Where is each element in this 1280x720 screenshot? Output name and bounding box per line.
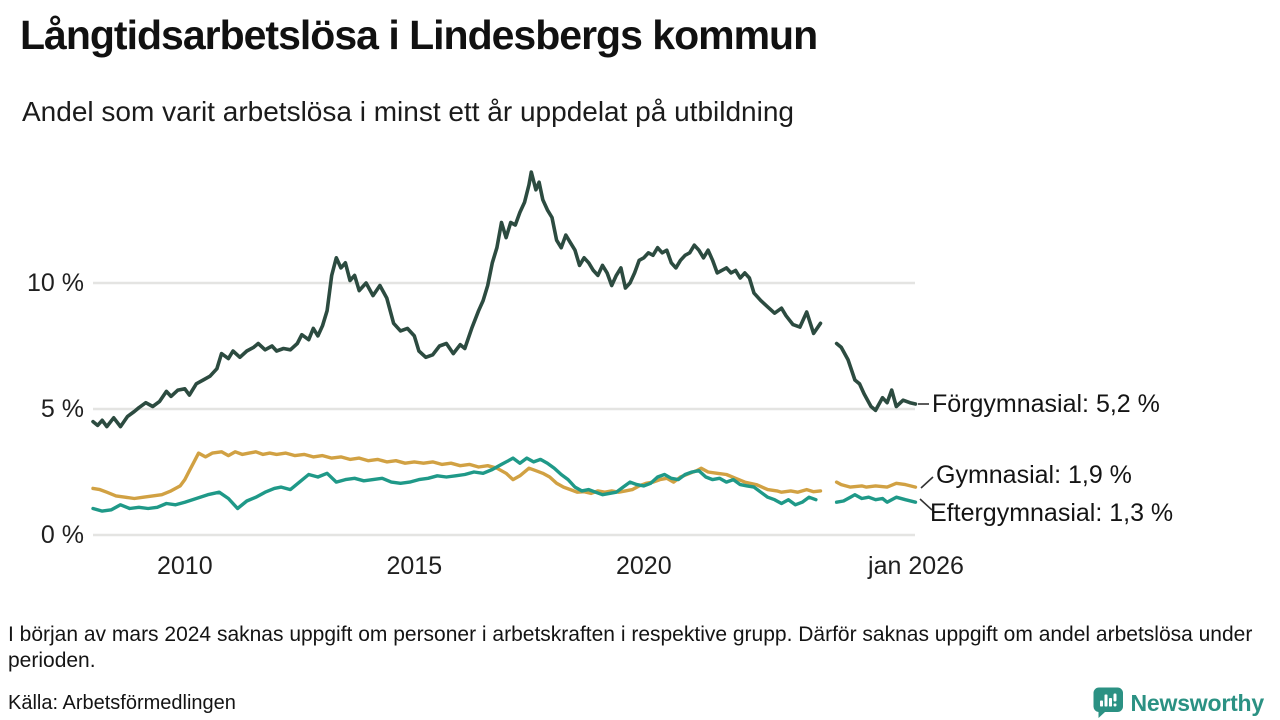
y-axis-tick-10: 10 % [27,269,84,297]
newsworthy-logo-text: Newsworthy [1130,689,1265,716]
line-gymnasial [834,480,918,489]
line-förgymnasial [91,170,823,429]
series-lines [91,170,918,513]
y-axis-tick-5: 5 % [40,395,84,423]
line-förgymnasial [834,341,918,413]
page-title: Långtidsarbetslösa i Lindesbergs kommun [20,12,818,58]
page-subtitle: Andel som varit arbetslösa i minst ett å… [22,96,794,127]
gridlines [93,281,915,537]
series-end-label-eftergymnasial: Eftergymnasial: 1,3 % [930,499,1174,527]
x-axis-tick-2020: 2020 [615,552,672,580]
series-end-label-gymnasial: Gymnasial: 1,9 % [936,461,1132,489]
x-axis-tick-2015: 2015 [386,552,443,580]
x-axis-tick-jan-2026: jan 2026 [868,552,964,580]
x-axis-tick-2010: 2010 [156,552,213,580]
newsworthy-logo[interactable]: Newsworthy [1093,687,1264,719]
line-eftergymnasial [91,456,818,513]
source-line: Källa: Arbetsförmedlingen [8,692,236,714]
label-connector-lines [918,403,934,511]
bar-chart-speech-bubble-icon [1093,687,1123,718]
y-axis-tick-0: 0 % [40,521,84,549]
line-eftergymnasial [834,493,918,504]
series-end-label-forgymnasial: Förgymnasial: 5,2 % [932,390,1160,418]
footnote: I början av mars 2024 saknas uppgift om … [8,623,1253,672]
